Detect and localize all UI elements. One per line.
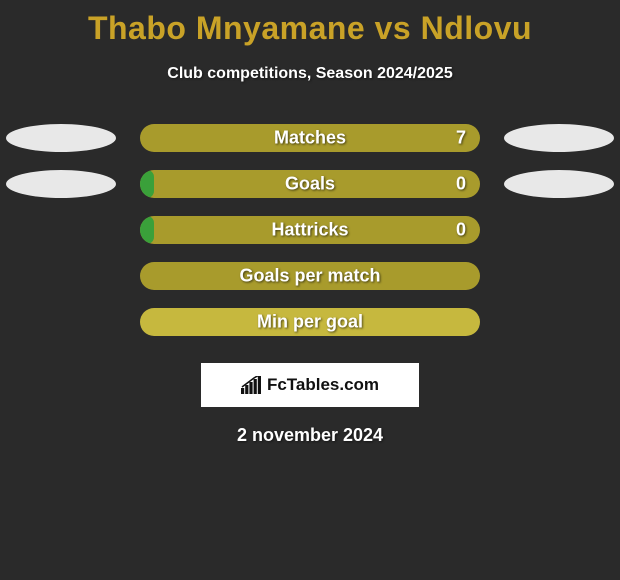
stat-label: Goals	[140, 174, 480, 195]
stat-row: Goals0	[0, 161, 620, 207]
stat-bar: Min per goal	[140, 308, 480, 336]
left-ellipse	[6, 170, 116, 198]
stat-bar: Goals0	[140, 170, 480, 198]
stat-row: Hattricks0	[0, 207, 620, 253]
stat-row: Goals per match	[0, 253, 620, 299]
stat-row: Min per goal	[0, 299, 620, 345]
subtitle: Club competitions, Season 2024/2025	[0, 65, 620, 83]
brand-badge: FcTables.com	[201, 363, 419, 407]
stat-value-right: 0	[456, 220, 466, 241]
stat-label: Hattricks	[140, 220, 480, 241]
stat-row: Matches7	[0, 115, 620, 161]
page-title: Thabo Mnyamane vs Ndlovu	[0, 0, 620, 47]
stats-rows: Matches7Goals0Hattricks0Goals per matchM…	[0, 115, 620, 345]
left-ellipse	[6, 124, 116, 152]
right-ellipse	[504, 124, 614, 152]
stat-value-right: 7	[456, 128, 466, 149]
stat-bar: Goals per match	[140, 262, 480, 290]
stat-label: Goals per match	[140, 266, 480, 287]
date-text: 2 november 2024	[0, 425, 620, 446]
stat-label: Min per goal	[140, 312, 480, 333]
stat-value-right: 0	[456, 174, 466, 195]
right-ellipse	[504, 170, 614, 198]
stat-label: Matches	[140, 128, 480, 149]
bar-chart-icon	[241, 376, 261, 394]
stat-bar: Matches7	[140, 124, 480, 152]
stat-bar: Hattricks0	[140, 216, 480, 244]
brand-text: FcTables.com	[267, 375, 379, 395]
